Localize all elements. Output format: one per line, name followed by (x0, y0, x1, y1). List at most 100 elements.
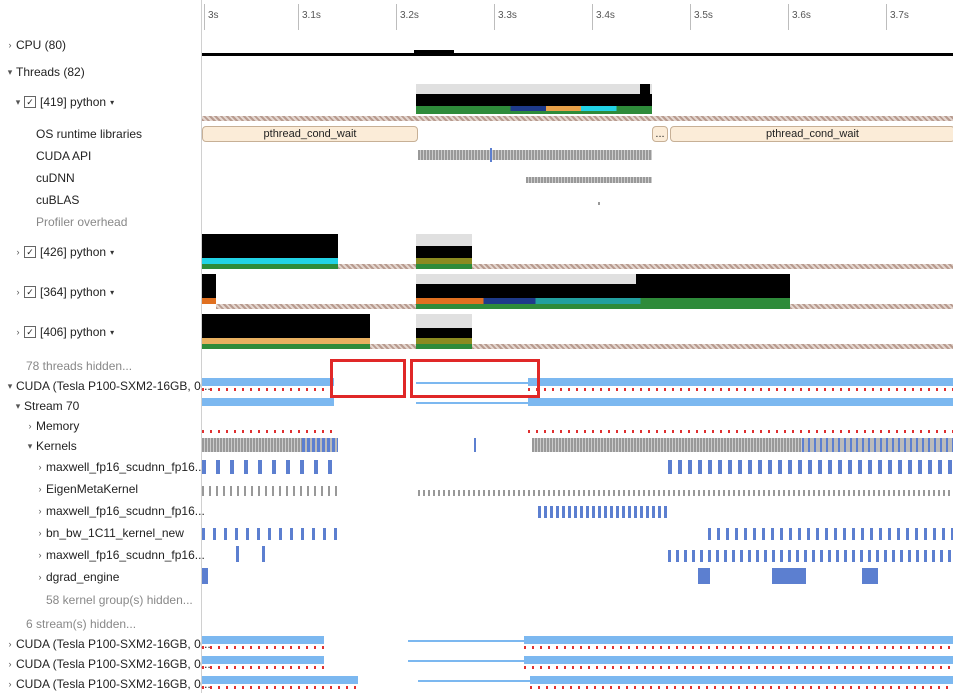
row-label-stream-70[interactable]: ▾ Stream 70 (12, 396, 80, 416)
row-label-memory[interactable]: › Memory (24, 416, 80, 436)
track-cudnn[interactable] (202, 168, 953, 188)
row-label-thread-364[interactable]: › ✓ [364] python ▾ (12, 272, 115, 312)
row-cuda-2: › CUDA (Tesla P100-SXM2-16GB, 0... (0, 634, 953, 654)
row-kernel-6: › dgrad_engine (0, 566, 953, 588)
track-kernel-1[interactable] (202, 456, 953, 478)
collapse-icon[interactable]: ▾ (27, 440, 33, 451)
collapse-icon[interactable]: ▾ (15, 400, 21, 411)
track-os-runtime[interactable]: pthread_cond_wait ... pthread_cond_wait (202, 124, 953, 144)
row-cuda-main: ▾ CUDA (Tesla P100-SXM2-16GB, 0... (0, 376, 953, 396)
row-label-cpu[interactable]: › CPU (80) (4, 34, 67, 56)
row-label-cuda-4[interactable]: › CUDA (Tesla P100-SXM2-16GB, 0... (4, 674, 211, 693)
expand-icon[interactable]: › (38, 528, 42, 538)
track-thread-406[interactable] (202, 312, 953, 352)
expand-icon[interactable]: › (8, 639, 12, 649)
row-label-thread-426[interactable]: › ✓ [426] python ▾ (12, 232, 115, 272)
thread-checkbox[interactable]: ✓ (24, 246, 36, 258)
row-label-kernel-6[interactable]: › dgrad_engine (34, 566, 120, 588)
pane-splitter[interactable] (201, 0, 202, 693)
tick-3.2s: 3.2s (396, 4, 419, 30)
track-thread-426[interactable] (202, 232, 953, 272)
row-label-thread-419[interactable]: ▾ ✓ [419] python ▾ (12, 82, 114, 122)
track-kernel-6[interactable] (202, 566, 953, 588)
expand-icon[interactable]: › (38, 550, 42, 560)
thread-checkbox[interactable]: ✓ (24, 96, 36, 108)
tick-3.7s: 3.7s (886, 4, 909, 30)
expand-icon[interactable]: › (16, 327, 20, 337)
row-label-thread-406[interactable]: › ✓ [406] python ▾ (12, 312, 115, 352)
row-cuda-4: › CUDA (Tesla P100-SXM2-16GB, 0... (0, 674, 953, 693)
thread-menu-icon[interactable]: ▾ (110, 97, 115, 107)
row-label-threads[interactable]: ▾ Threads (82) (4, 62, 85, 82)
track-kernel-2[interactable] (202, 478, 953, 500)
row-label-kernels[interactable]: ▾ Kernels (24, 436, 77, 456)
row-os-runtime: OS runtime libraries pthread_cond_wait .… (0, 124, 953, 144)
highlight-box-idle-gap (330, 359, 406, 398)
row-thread-426: › ✓ [426] python ▾ (0, 232, 953, 272)
track-cuda-2[interactable] (202, 634, 953, 654)
event-pthread-cond-wait[interactable]: pthread_cond_wait (670, 126, 953, 142)
collapse-icon[interactable]: ▾ (15, 96, 21, 107)
row-label-kernel-4[interactable]: › bn_bw_1C11_kernel_new (34, 522, 184, 544)
thread-checkbox[interactable]: ✓ (24, 326, 36, 338)
kernel-groups-hidden-link[interactable]: 58 kernel group(s) hidden... (46, 593, 193, 607)
row-threads: ▾ Threads (82) (0, 62, 953, 82)
track-stream-70[interactable] (202, 396, 953, 416)
track-cpu[interactable] (202, 34, 953, 56)
row-cudnn: cuDNN (0, 168, 953, 188)
tick-3.1s: 3.1s (298, 4, 321, 30)
thread-menu-icon[interactable]: ▾ (110, 287, 115, 297)
timeline-ruler[interactable]: 3s 3.1s 3.2s 3.3s 3.4s 3.5s 3.6s 3.7s (0, 0, 953, 30)
thread-menu-icon[interactable]: ▾ (110, 327, 115, 337)
event-pthread-cond-wait[interactable]: pthread_cond_wait (202, 126, 418, 142)
row-cuda-3: › CUDA (Tesla P100-SXM2-16GB, 0... (0, 654, 953, 674)
track-cuda-3[interactable] (202, 654, 953, 674)
thread-checkbox[interactable]: ✓ (24, 286, 36, 298)
tick-3.5s: 3.5s (690, 4, 713, 30)
row-kernel-5: › maxwell_fp16_scudnn_fp16... (0, 544, 953, 566)
track-cublas[interactable] (202, 190, 953, 210)
track-kernel-5[interactable] (202, 544, 953, 566)
expand-icon[interactable]: › (38, 462, 42, 472)
threads-hidden-link[interactable]: 78 threads hidden... (26, 359, 133, 373)
expand-icon[interactable]: › (38, 572, 42, 582)
expand-icon[interactable]: › (38, 484, 42, 494)
row-cublas: cuBLAS (0, 190, 953, 210)
expand-icon[interactable]: › (8, 678, 12, 689)
tick-3.3s: 3.3s (494, 4, 517, 30)
track-cuda-main[interactable] (202, 376, 953, 396)
highlight-box-low-activity (410, 359, 540, 398)
track-kernels[interactable] (202, 436, 953, 456)
row-kernel-4: › bn_bw_1C11_kernel_new (0, 522, 953, 544)
collapse-icon[interactable]: ▾ (7, 66, 13, 77)
row-label-cuda-2[interactable]: › CUDA (Tesla P100-SXM2-16GB, 0... (4, 634, 211, 654)
row-cuda-api: CUDA API (0, 146, 953, 166)
expand-icon[interactable]: › (8, 659, 12, 669)
row-label-cublas: cuBLAS (36, 193, 80, 207)
track-thread-419[interactable] (202, 82, 953, 122)
row-label-kernel-1[interactable]: › maxwell_fp16_scudnn_fp16... (34, 456, 205, 478)
row-label-cuda-main[interactable]: ▾ CUDA (Tesla P100-SXM2-16GB, 0... (4, 376, 211, 396)
row-kernel-3: › maxwell_fp16_scudnn_fp16... (0, 500, 953, 522)
track-cuda-4[interactable] (202, 674, 953, 693)
row-label-kernel-5[interactable]: › maxwell_fp16_scudnn_fp16... (34, 544, 205, 566)
event-collapsed[interactable]: ... (652, 126, 668, 142)
row-label-kernel-2[interactable]: › EigenMetaKernel (34, 478, 139, 500)
track-thread-364[interactable] (202, 272, 953, 312)
collapse-icon[interactable]: ▾ (7, 380, 13, 391)
track-kernel-4[interactable] (202, 522, 953, 544)
track-memory[interactable] (202, 416, 953, 436)
expand-icon[interactable]: › (16, 287, 20, 297)
row-label-kernel-3[interactable]: › maxwell_fp16_scudnn_fp16... (34, 500, 205, 522)
expand-icon[interactable]: › (16, 247, 20, 257)
streams-hidden-link[interactable]: 6 stream(s) hidden... (26, 617, 137, 631)
track-kernel-3[interactable] (202, 500, 953, 522)
thread-menu-icon[interactable]: ▾ (110, 247, 115, 257)
expand-icon[interactable]: › (8, 40, 12, 50)
expand-icon[interactable]: › (38, 506, 42, 516)
track-cuda-api[interactable] (202, 146, 953, 166)
row-stream-70: ▾ Stream 70 (0, 396, 953, 416)
expand-icon[interactable]: › (28, 421, 32, 431)
tick-3.6s: 3.6s (788, 4, 811, 30)
row-label-cuda-3[interactable]: › CUDA (Tesla P100-SXM2-16GB, 0... (4, 654, 211, 674)
